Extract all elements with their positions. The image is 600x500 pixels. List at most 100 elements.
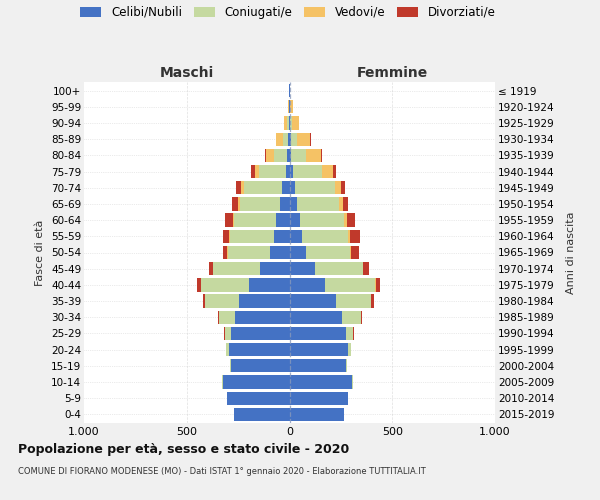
Bar: [371, 294, 374, 308]
Bar: [376, 278, 380, 291]
Bar: [295, 181, 335, 194]
Y-axis label: Fasce di età: Fasce di età: [35, 220, 46, 286]
Bar: [214, 262, 260, 276]
Bar: [290, 165, 293, 178]
Bar: [341, 181, 345, 194]
Bar: [290, 230, 302, 243]
Bar: [347, 214, 355, 227]
Bar: [236, 181, 241, 194]
Bar: [286, 165, 290, 178]
Bar: [339, 198, 343, 210]
Bar: [227, 392, 290, 405]
Legend: Celibi/Nubili, Coniugati/e, Vedovi/e, Divorziati/e: Celibi/Nubili, Coniugati/e, Vedovi/e, Di…: [80, 6, 496, 19]
Bar: [226, 343, 229, 356]
Bar: [290, 408, 344, 421]
Bar: [290, 392, 348, 405]
Bar: [346, 327, 353, 340]
Bar: [315, 262, 363, 276]
Bar: [225, 327, 231, 340]
Bar: [321, 148, 322, 162]
Bar: [223, 376, 290, 388]
Bar: [290, 132, 297, 146]
Bar: [244, 181, 283, 194]
Bar: [306, 148, 321, 162]
Bar: [298, 198, 339, 210]
Bar: [197, 278, 201, 291]
Bar: [363, 262, 364, 276]
Bar: [287, 148, 290, 162]
Bar: [205, 294, 239, 308]
Bar: [284, 116, 287, 130]
Bar: [234, 408, 290, 421]
Bar: [231, 327, 290, 340]
Bar: [289, 132, 290, 146]
Bar: [343, 198, 348, 210]
Bar: [322, 165, 333, 178]
Bar: [233, 214, 234, 227]
Bar: [250, 278, 290, 291]
Bar: [350, 230, 361, 243]
Bar: [307, 246, 350, 259]
Bar: [302, 230, 348, 243]
Bar: [350, 246, 351, 259]
Bar: [351, 246, 359, 259]
Bar: [290, 116, 292, 130]
Bar: [232, 198, 238, 210]
Bar: [229, 343, 290, 356]
Text: COMUNE DI FIORANO MODENESE (MO) - Dati ISTAT 1° gennaio 2020 - Elaborazione TUTT: COMUNE DI FIORANO MODENESE (MO) - Dati I…: [18, 468, 426, 476]
Bar: [225, 214, 233, 227]
Bar: [283, 132, 289, 146]
Bar: [230, 359, 231, 372]
Bar: [325, 278, 375, 291]
Bar: [290, 359, 346, 372]
Bar: [346, 359, 347, 372]
Bar: [203, 294, 205, 308]
Bar: [290, 198, 298, 210]
Bar: [300, 214, 344, 227]
Bar: [290, 343, 348, 356]
Bar: [274, 148, 287, 162]
Bar: [280, 198, 290, 210]
Bar: [333, 165, 335, 178]
Bar: [259, 165, 286, 178]
Bar: [297, 132, 310, 146]
Bar: [290, 181, 295, 194]
Bar: [290, 294, 336, 308]
Y-axis label: Anni di nascita: Anni di nascita: [566, 211, 575, 294]
Bar: [228, 246, 270, 259]
Bar: [290, 278, 325, 291]
Bar: [290, 246, 307, 259]
Bar: [201, 278, 250, 291]
Bar: [342, 310, 361, 324]
Text: Femmine: Femmine: [356, 66, 428, 80]
Bar: [290, 262, 315, 276]
Bar: [276, 214, 290, 227]
Bar: [270, 246, 290, 259]
Bar: [287, 100, 289, 114]
Bar: [254, 165, 259, 178]
Bar: [290, 376, 352, 388]
Bar: [344, 214, 347, 227]
Bar: [251, 165, 254, 178]
Bar: [287, 116, 289, 130]
Bar: [335, 181, 341, 194]
Bar: [290, 214, 300, 227]
Bar: [239, 294, 290, 308]
Bar: [223, 246, 227, 259]
Bar: [266, 148, 274, 162]
Bar: [238, 198, 240, 210]
Bar: [231, 359, 290, 372]
Bar: [291, 148, 306, 162]
Bar: [230, 230, 274, 243]
Bar: [348, 343, 351, 356]
Bar: [364, 262, 369, 276]
Bar: [209, 262, 213, 276]
Bar: [310, 132, 311, 146]
Bar: [292, 116, 299, 130]
Bar: [289, 116, 290, 130]
Bar: [260, 262, 290, 276]
Bar: [241, 181, 244, 194]
Bar: [240, 198, 280, 210]
Bar: [348, 230, 350, 243]
Bar: [235, 310, 290, 324]
